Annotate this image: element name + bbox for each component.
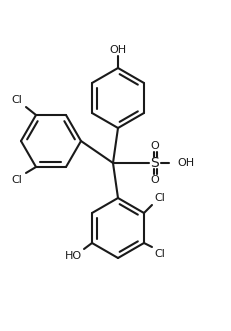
Text: OH: OH bbox=[109, 45, 126, 55]
Text: O: O bbox=[150, 175, 159, 185]
Text: O: O bbox=[150, 141, 159, 151]
Text: Cl: Cl bbox=[153, 193, 164, 203]
Text: Cl: Cl bbox=[11, 95, 22, 105]
Text: OH: OH bbox=[176, 158, 193, 168]
Text: S: S bbox=[150, 156, 159, 170]
Text: Cl: Cl bbox=[153, 249, 164, 259]
Text: Cl: Cl bbox=[11, 175, 22, 185]
Text: HO: HO bbox=[65, 251, 82, 261]
